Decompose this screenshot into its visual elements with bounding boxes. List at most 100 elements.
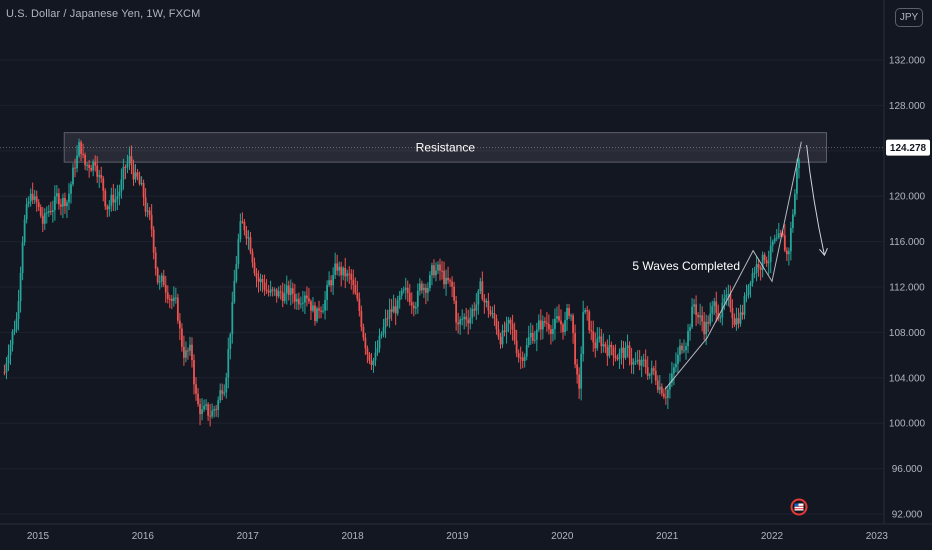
- candle[interactable]: [390, 309, 393, 312]
- candle[interactable]: [600, 336, 603, 347]
- candle[interactable]: [604, 344, 607, 348]
- candle[interactable]: [668, 382, 671, 390]
- candle[interactable]: [223, 392, 226, 394]
- candle[interactable]: [763, 254, 766, 261]
- candle[interactable]: [727, 293, 730, 295]
- candle[interactable]: [412, 305, 415, 309]
- candle[interactable]: [41, 215, 44, 224]
- candle[interactable]: [322, 310, 324, 312]
- candle[interactable]: [168, 298, 171, 300]
- candle[interactable]: [3, 372, 6, 374]
- candle[interactable]: [501, 330, 504, 345]
- candle[interactable]: [108, 205, 111, 210]
- candle[interactable]: [785, 250, 788, 255]
- candle[interactable]: [775, 237, 778, 239]
- candle[interactable]: [37, 202, 40, 208]
- candle[interactable]: [638, 359, 641, 366]
- candle[interactable]: [751, 273, 754, 283]
- candle[interactable]: [215, 409, 218, 411]
- candle[interactable]: [90, 167, 93, 171]
- candle[interactable]: [39, 207, 42, 216]
- candle[interactable]: [72, 167, 74, 185]
- candle[interactable]: [701, 315, 704, 322]
- candle[interactable]: [487, 300, 490, 311]
- candle[interactable]: [354, 285, 357, 293]
- candle[interactable]: [705, 321, 708, 335]
- candle[interactable]: [118, 191, 121, 197]
- candle[interactable]: [507, 319, 510, 324]
- candle[interactable]: [525, 345, 528, 357]
- candle[interactable]: [703, 321, 706, 335]
- candle[interactable]: [431, 265, 433, 276]
- candle[interactable]: [618, 352, 621, 360]
- candle[interactable]: [9, 344, 12, 356]
- candle[interactable]: [685, 346, 687, 351]
- candle[interactable]: [789, 228, 792, 252]
- candle[interactable]: [796, 168, 798, 194]
- candle[interactable]: [336, 263, 339, 271]
- candle[interactable]: [453, 286, 456, 301]
- candle[interactable]: [529, 332, 532, 338]
- candle[interactable]: [745, 295, 748, 297]
- candle[interactable]: [243, 222, 246, 231]
- candle[interactable]: [152, 229, 155, 253]
- candle[interactable]: [382, 327, 385, 334]
- candle[interactable]: [201, 409, 203, 415]
- candle[interactable]: [84, 154, 87, 166]
- candle[interactable]: [761, 254, 764, 270]
- candle[interactable]: [608, 344, 611, 356]
- time-axis[interactable]: 2015 2016 2017 2018 2019 2020 2021 2022 2023: [0, 523, 932, 542]
- candle[interactable]: [644, 359, 647, 368]
- candle[interactable]: [443, 270, 445, 285]
- candle[interactable]: [769, 245, 772, 262]
- candle[interactable]: [459, 319, 462, 325]
- candle[interactable]: [713, 301, 716, 307]
- candle[interactable]: [683, 350, 685, 352]
- candle[interactable]: [49, 211, 52, 213]
- candle[interactable]: [245, 230, 248, 239]
- candle[interactable]: [495, 318, 498, 330]
- candle[interactable]: [610, 344, 613, 348]
- candle[interactable]: [33, 196, 36, 200]
- candle[interactable]: [445, 277, 447, 285]
- candle[interactable]: [241, 221, 244, 223]
- candle[interactable]: [185, 350, 187, 358]
- candle[interactable]: [517, 353, 520, 358]
- candle[interactable]: [289, 288, 292, 295]
- candle[interactable]: [217, 400, 220, 410]
- candle[interactable]: [767, 261, 770, 264]
- candle[interactable]: [545, 322, 548, 324]
- candle[interactable]: [755, 264, 758, 273]
- candle[interactable]: [606, 347, 609, 356]
- candle[interactable]: [31, 193, 34, 200]
- candle[interactable]: [346, 273, 349, 277]
- candle[interactable]: [588, 311, 591, 331]
- candle[interactable]: [580, 353, 583, 389]
- candle[interactable]: [533, 339, 536, 341]
- candle[interactable]: [418, 283, 421, 291]
- candle[interactable]: [348, 273, 351, 275]
- candle[interactable]: [662, 393, 665, 397]
- candle[interactable]: [110, 194, 113, 206]
- candle[interactable]: [699, 315, 702, 318]
- candle[interactable]: [283, 293, 286, 302]
- candle[interactable]: [164, 285, 167, 293]
- candle[interactable]: [602, 344, 605, 347]
- candle[interactable]: [471, 308, 474, 318]
- candle[interactable]: [394, 306, 397, 314]
- candle[interactable]: [481, 281, 484, 299]
- candle[interactable]: [271, 289, 274, 291]
- candle[interactable]: [106, 206, 109, 210]
- wave-annotation[interactable]: [664, 141, 802, 390]
- candle[interactable]: [158, 281, 161, 283]
- candle[interactable]: [596, 338, 599, 349]
- candle[interactable]: [642, 359, 645, 361]
- candle[interactable]: [299, 303, 302, 305]
- candle[interactable]: [447, 277, 449, 281]
- candle[interactable]: [554, 318, 556, 329]
- candle[interactable]: [406, 287, 409, 294]
- candle[interactable]: [648, 374, 651, 376]
- candle[interactable]: [560, 320, 562, 325]
- candle[interactable]: [318, 308, 320, 311]
